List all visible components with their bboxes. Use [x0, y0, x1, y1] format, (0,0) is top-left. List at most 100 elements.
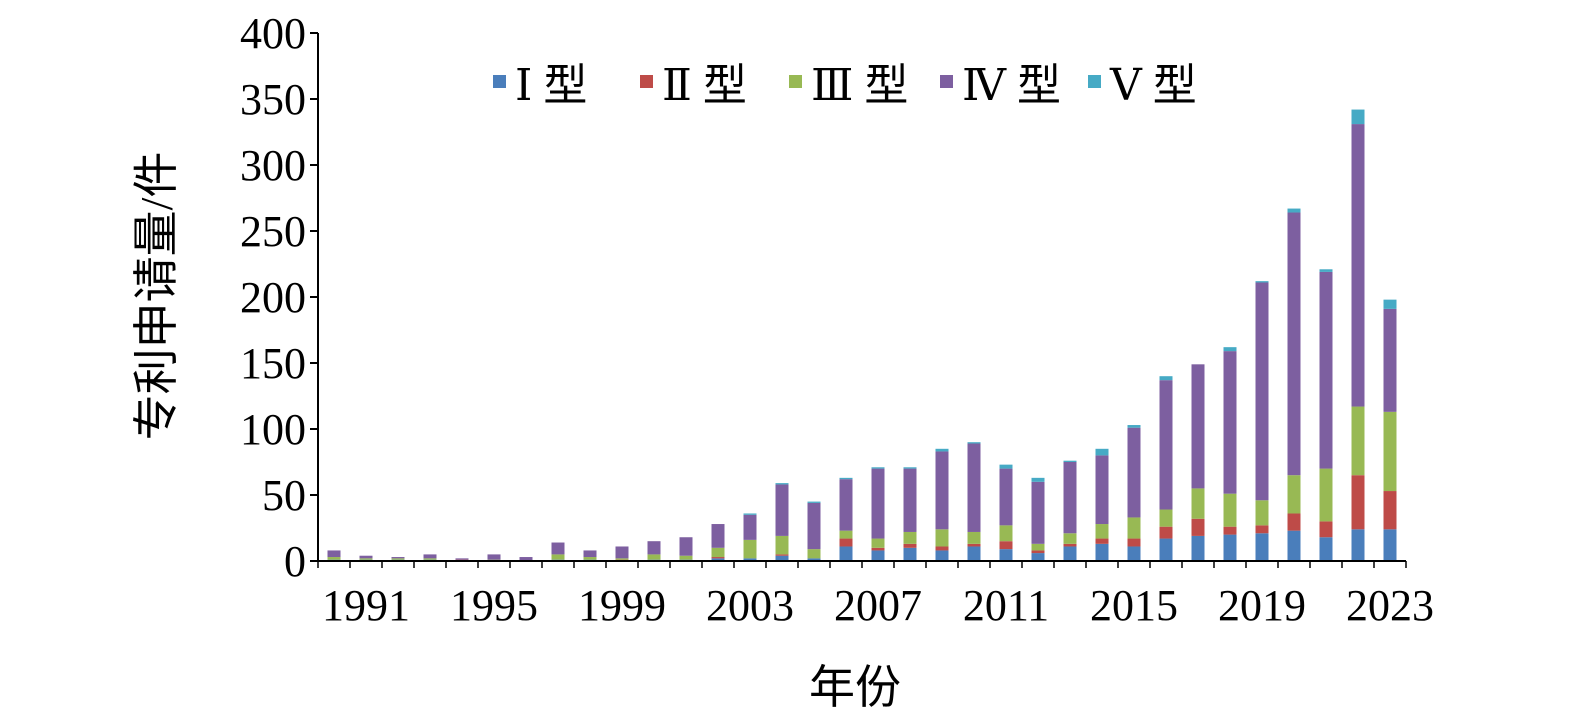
bar-segment-2006-series-2: [839, 538, 853, 547]
legend-label: Ⅳ 型: [962, 61, 1061, 110]
bar-segment-2008-series-4: [903, 468, 917, 532]
legend-swatch: [493, 75, 506, 88]
bar-segment-2003-series-3: [743, 539, 757, 559]
axes-layer: 0 50 100 150 200 250 300 350 400 1991 1995 1999 2003…: [240, 9, 1434, 630]
bar-segment-2013-series-5: [1063, 460, 1077, 462]
bar-segment-2019-series-1: [1255, 533, 1269, 561]
bar-segment-2018-series-2: [1223, 526, 1237, 535]
bar-segment-2008-series-5: [903, 467, 917, 469]
bar-segment-2009-series-3: [935, 529, 949, 547]
bar-segment-2018-series-3: [1223, 493, 1237, 527]
bar-segment-2004-series-5: [775, 483, 789, 485]
bar-segment-2011-series-2: [999, 541, 1013, 550]
legend-label: Ⅰ 型: [515, 61, 587, 110]
bar-segment-2023-series-2: [1383, 491, 1397, 530]
bar-segment-2016-series-1: [1159, 538, 1173, 561]
bar-segment-2010-series-1: [967, 546, 981, 561]
y-tick-label: 50: [262, 471, 306, 520]
bar-segment-2015-series-1: [1127, 546, 1141, 561]
bar-segment-1995-series-4: [487, 554, 501, 560]
x-axis-title: 年份: [809, 662, 901, 713]
bar-segment-2002-series-4: [711, 524, 725, 548]
bar-segment-1999-series-4: [615, 546, 629, 559]
bar-segment-2012-series-2: [1031, 550, 1045, 554]
bar-segment-2003-series-1: [743, 558, 757, 561]
y-axis-title: 专利申请量/件: [131, 152, 182, 441]
bar-segment-2004-series-3: [775, 535, 789, 555]
bar-segment-1992-series-3: [391, 558, 405, 560]
bar-segment-2002-series-3: [711, 547, 725, 558]
bar-segment-2003-series-4: [743, 514, 757, 540]
bar-segment-2015-series-4: [1127, 427, 1141, 518]
bar-segment-2009-series-2: [935, 546, 949, 551]
bar-segment-2002-series-1: [711, 558, 725, 561]
x-tick-label: 2007: [834, 581, 922, 630]
y-tick-label: 400: [240, 9, 306, 58]
bar-segment-2002-series-2: [711, 557, 725, 559]
bar-segment-2019-series-3: [1255, 500, 1269, 526]
x-tick-label: 2023: [1346, 581, 1434, 630]
bar-segment-2010-series-4: [967, 443, 981, 532]
bar-segment-2022-series-4: [1351, 124, 1365, 407]
bar-segment-1996-series-4: [519, 557, 533, 561]
bar-segment-2022-series-5: [1351, 109, 1365, 125]
bar-segment-2022-series-2: [1351, 475, 1365, 530]
bar-segment-2011-series-1: [999, 549, 1013, 561]
bar-segment-2003-series-5: [743, 513, 757, 515]
bar-segment-2016-series-2: [1159, 526, 1173, 539]
bar-segment-2001-series-3: [679, 555, 693, 560]
bar-segment-2007-series-1: [871, 550, 885, 561]
bar-segment-2020-series-1: [1287, 530, 1301, 561]
bar-segment-2006-series-4: [839, 479, 853, 531]
legend-swatch: [1088, 75, 1101, 88]
bar-segment-2018-series-4: [1223, 351, 1237, 494]
x-tick-label: 2019: [1218, 581, 1306, 630]
legend-label: Ⅴ 型: [1109, 61, 1197, 110]
y-tick-label: 300: [240, 141, 306, 190]
bar-segment-2014-series-5: [1095, 448, 1109, 456]
bar-segment-2012-series-5: [1031, 477, 1045, 482]
bar-segment-2007-series-4: [871, 468, 885, 539]
bar-segment-2007-series-3: [871, 538, 885, 548]
bar-segment-2014-series-3: [1095, 524, 1109, 539]
bar-segment-2023-series-5: [1383, 299, 1397, 309]
x-tick-label: 2015: [1090, 581, 1178, 630]
bar-segment-1990-series-3: [327, 557, 341, 560]
y-tick-label: 250: [240, 207, 306, 256]
x-tick-label: 2011: [963, 581, 1049, 630]
bar-segment-1998-series-3: [583, 557, 597, 560]
bar-segment-2009-series-5: [935, 448, 949, 452]
bar-segment-2020-series-4: [1287, 212, 1301, 476]
bar-segment-2006-series-1: [839, 546, 853, 561]
bar-segment-2010-series-2: [967, 543, 981, 547]
bar-segment-1991-series-3: [359, 558, 373, 560]
bar-segment-2021-series-2: [1319, 521, 1333, 538]
bar-segment-2000-series-4: [647, 541, 661, 555]
bar-segment-2014-series-4: [1095, 455, 1109, 525]
bar-segment-2015-series-5: [1127, 425, 1141, 428]
bar-segment-2005-series-4: [807, 502, 821, 550]
bar-segment-2018-series-5: [1223, 347, 1237, 352]
bar-segment-2016-series-5: [1159, 376, 1173, 381]
legend: Ⅰ 型 Ⅱ 型 Ⅲ 型 Ⅳ 型 Ⅴ 型: [493, 61, 1197, 110]
y-tick-label: 100: [240, 405, 306, 454]
bar-segment-2006-series-5: [839, 477, 853, 480]
bar-segment-1999-series-3: [615, 558, 629, 560]
bar-segment-2021-series-5: [1319, 269, 1333, 272]
bar-segment-2014-series-2: [1095, 538, 1109, 544]
bar-segment-2018-series-1: [1223, 534, 1237, 561]
bar-segment-2021-series-3: [1319, 468, 1333, 522]
x-tick-label: 2003: [706, 581, 794, 630]
bar-segment-2007-series-5: [871, 467, 885, 469]
bar-segment-2004-series-4: [775, 484, 789, 536]
legend-label: Ⅲ 型: [811, 61, 908, 110]
bar-segment-2023-series-1: [1383, 529, 1397, 561]
bar-segment-2000-series-3: [647, 554, 661, 560]
bar-segment-1993-series-4: [423, 554, 437, 559]
bar-segment-2008-series-1: [903, 547, 917, 561]
y-tick-label: 150: [240, 339, 306, 388]
bar-segment-2022-series-3: [1351, 406, 1365, 476]
bar-segment-2007-series-2: [871, 547, 885, 551]
